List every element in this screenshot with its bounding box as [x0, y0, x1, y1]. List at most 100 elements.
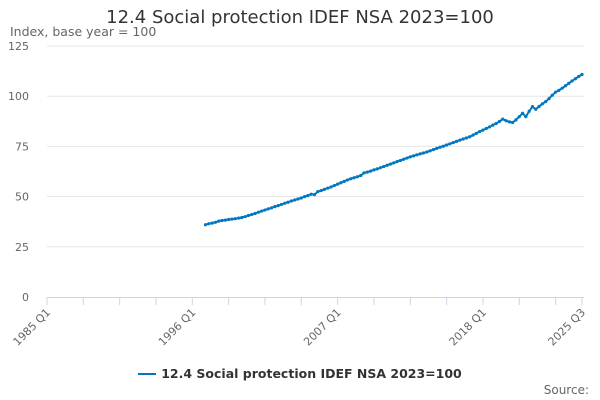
- data-point: [339, 181, 343, 185]
- data-point: [444, 143, 449, 147]
- data-point: [256, 210, 260, 214]
- data-point: [448, 142, 452, 146]
- data-point: [243, 215, 247, 219]
- data-point: [540, 102, 544, 106]
- data-point: [359, 173, 363, 178]
- data-point: [580, 72, 584, 77]
- data-point: [227, 217, 231, 222]
- y-axis-label: Index, base year = 100: [10, 24, 157, 39]
- data-point: [468, 135, 472, 139]
- data-point: [520, 111, 525, 115]
- x-tick-label: 1985 Q1: [11, 306, 54, 349]
- data-point: [408, 155, 412, 159]
- data-point: [560, 86, 564, 90]
- data-point: [415, 153, 419, 157]
- source-label: Source:: [543, 383, 589, 397]
- data-point: [253, 211, 257, 216]
- x-tick-label: 1996 Q1: [156, 306, 199, 349]
- data-point: [279, 202, 284, 207]
- data-point: [487, 125, 492, 129]
- y-tick-label: 50: [15, 191, 29, 204]
- data-point: [402, 157, 406, 161]
- x-tick-label: 2018 Q1: [447, 306, 490, 349]
- data-point: [567, 81, 571, 85]
- data-point: [217, 219, 221, 223]
- data-point: [553, 90, 558, 94]
- x-tick-label: 2025 Q3: [546, 306, 589, 349]
- legend-label: 12.4 Social protection IDEF NSA 2023=100: [161, 366, 462, 381]
- data-point: [349, 177, 353, 181]
- data-point: [382, 164, 386, 169]
- data-point: [355, 175, 360, 179]
- data-point: [309, 192, 313, 196]
- data-point: [421, 151, 426, 155]
- data-point: [276, 204, 280, 208]
- data-point: [392, 161, 396, 165]
- y-tick-label: 100: [8, 90, 29, 103]
- data-point: [534, 107, 538, 111]
- data-point: [471, 133, 475, 137]
- data-point: [484, 126, 488, 131]
- data-point: [454, 139, 459, 143]
- data-point: [388, 162, 393, 166]
- data-point: [207, 222, 211, 226]
- data-point: [352, 176, 356, 180]
- data-point: [316, 189, 320, 194]
- y-tick-label: 0: [22, 291, 29, 304]
- data-point: [405, 156, 409, 160]
- y-tick-label: 125: [8, 40, 29, 53]
- data-point: [511, 120, 515, 125]
- data-point: [362, 171, 366, 175]
- data-point: [544, 100, 548, 104]
- data-point: [428, 149, 432, 153]
- legend-swatch: [138, 372, 157, 375]
- data-point: [250, 212, 254, 217]
- data-point: [491, 123, 495, 127]
- data-point: [478, 129, 482, 134]
- data-point: [563, 84, 568, 88]
- data-point: [451, 140, 455, 145]
- data-point: [260, 209, 264, 213]
- x-tick-label: 2007 Q1: [301, 306, 344, 349]
- data-point: [220, 218, 224, 223]
- data-point: [573, 77, 577, 81]
- data-point: [494, 121, 498, 126]
- data-point: [329, 185, 333, 189]
- data-point: [461, 137, 465, 141]
- data-point: [504, 119, 508, 123]
- data-point: [425, 150, 429, 154]
- data-point: [474, 131, 478, 135]
- data-point: [527, 109, 531, 113]
- data-point: [289, 199, 293, 203]
- data-point: [547, 97, 551, 101]
- data-point: [306, 193, 310, 198]
- data-point: [266, 207, 270, 211]
- data-point: [286, 200, 290, 204]
- data-point: [514, 118, 518, 122]
- data-point: [570, 79, 574, 83]
- data-point: [507, 120, 511, 124]
- data-point: [464, 136, 469, 140]
- data-point: [524, 115, 528, 119]
- data-point: [326, 186, 330, 190]
- data-point: [481, 128, 485, 132]
- data-point: [223, 218, 227, 222]
- chart-title: 12.4 Social protection IDEF NSA 2023=100: [106, 7, 494, 28]
- data-point: [296, 197, 300, 201]
- data-point: [210, 221, 214, 225]
- data-point: [302, 195, 307, 199]
- data-point: [319, 188, 323, 193]
- data-point: [273, 205, 277, 209]
- data-point: [517, 115, 521, 119]
- legend[interactable]: 12.4 Social protection IDEF NSA 2023=100: [0, 366, 600, 381]
- data-point: [293, 198, 297, 202]
- data-point: [365, 170, 369, 174]
- data-point: [336, 182, 340, 186]
- data-point: [322, 187, 327, 191]
- data-point: [550, 93, 554, 97]
- data-point: [299, 196, 303, 200]
- data-point: [230, 217, 234, 221]
- data-point: [395, 160, 399, 164]
